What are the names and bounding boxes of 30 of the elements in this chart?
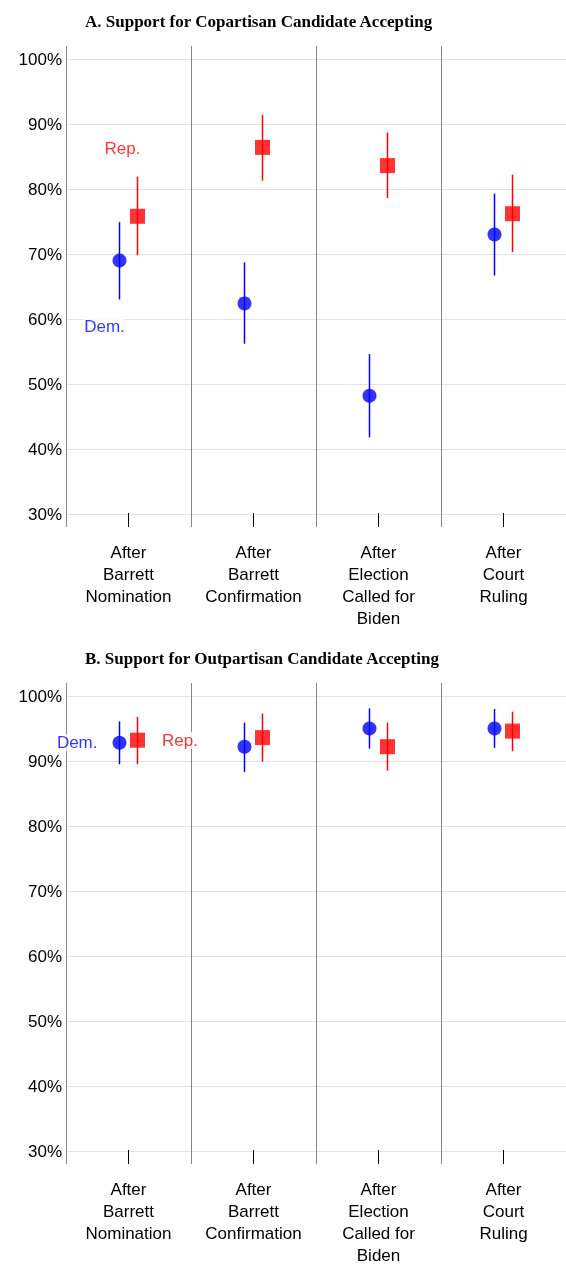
series-label: Dem. [56,733,98,753]
x-tick-label: After Barrett Nomination [85,1179,172,1243]
y-tick-label: 70% [27,244,62,264]
x-tick-label: After Court Ruling [479,1179,528,1243]
y-tick-label: 60% [27,946,62,966]
x-tick-label: After Barrett Nomination [85,542,172,606]
y-tick-label: 100% [18,686,62,706]
chart-title: A. Support for Copartisan Candidate Accepting [85,12,433,31]
y-tick-label: 40% [27,439,62,459]
y-tick-label: 70% [27,881,62,901]
y-tick-label: 30% [27,504,62,524]
chart-title: B. Support for Outpartisan Candidate Accepting [85,649,440,668]
y-tick-label: 100% [18,49,62,69]
x-tick-label: After Election Called for Biden [342,542,416,628]
x-tick-label: After Court Ruling [479,542,528,606]
text: Dem. [84,316,125,336]
y-tick-label: 90% [27,114,62,134]
y-tick-label: 30% [27,1141,62,1161]
y-tick-label: 40% [27,1076,62,1096]
x-tick-label: After Barrett Confirmation [205,1179,302,1243]
series-label: Rep. [162,730,198,750]
text: Rep. [104,138,141,158]
y-tick-label: 90% [27,751,62,771]
y-tick-label: 60% [27,309,62,329]
x-tick-label: After Barrett Confirmation [205,542,302,606]
y-tick-label: 80% [27,816,62,836]
x-tick-label: After Election Called for Biden [342,1179,416,1265]
y-tick-label: 80% [27,179,62,199]
y-tick-label: 50% [27,1011,62,1031]
y-tick-label: 50% [27,374,62,394]
